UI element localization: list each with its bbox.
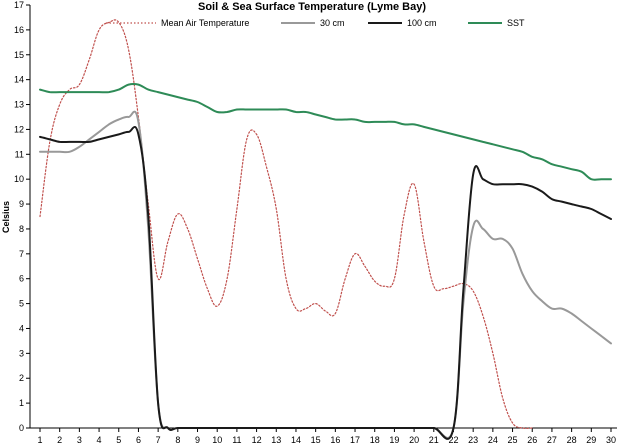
x-tick-label: 6 — [136, 435, 141, 445]
x-tick-label: 3 — [77, 435, 82, 445]
x-tick-label: 16 — [330, 435, 340, 445]
x-tick-label: 15 — [311, 435, 321, 445]
x-tick-label: 19 — [389, 435, 399, 445]
legend-label-1: 30 cm — [320, 18, 345, 28]
y-axis-label: Celsius — [1, 201, 11, 233]
y-tick-label: 2 — [19, 373, 24, 383]
x-tick-label: 5 — [116, 435, 121, 445]
x-tick-label: 10 — [212, 435, 222, 445]
legend-label-2: 100 cm — [407, 18, 437, 28]
series-line-0 — [39, 19, 533, 429]
x-tick-label: 13 — [271, 435, 281, 445]
y-tick-label: 12 — [14, 124, 24, 134]
x-tick-label: 30 — [606, 435, 616, 445]
x-tick-label: 18 — [370, 435, 380, 445]
y-tick-label: 8 — [19, 224, 24, 234]
x-tick-label: 25 — [508, 435, 518, 445]
y-tick-label: 0 — [19, 423, 24, 433]
y-tick-label: 3 — [19, 348, 24, 358]
y-tick-label: 17 — [14, 0, 24, 10]
y-tick-label: 7 — [19, 249, 24, 259]
x-tick-label: 2 — [57, 435, 62, 445]
x-tick-label: 8 — [175, 435, 180, 445]
y-tick-label: 4 — [19, 323, 24, 333]
series-line-3 — [39, 82, 612, 181]
x-tick-label: 23 — [468, 435, 478, 445]
x-tick-label: 21 — [429, 435, 439, 445]
x-tick-label: 7 — [156, 435, 161, 445]
x-axis-ticks: 1 2 3 4 5 6 7 8 9 10 11 12 13 14 15 16 17 18 19 20 21 22 23 24 2… — [37, 428, 616, 445]
y-tick-label: 11 — [15, 149, 24, 159]
y-tick-label: 9 — [19, 199, 24, 209]
x-tick-label: 26 — [527, 435, 537, 445]
x-tick-label: 27 — [547, 435, 557, 445]
y-tick-label: 6 — [19, 274, 24, 284]
y-tick-label: 10 — [14, 174, 24, 184]
x-tick-label: 11 — [232, 435, 241, 445]
y-tick-label: 1 — [19, 398, 24, 408]
series-line-2 — [39, 125, 612, 440]
y-tick-label: 15 — [14, 50, 24, 60]
x-tick-label: 14 — [291, 435, 301, 445]
y-tick-label: 14 — [14, 75, 24, 85]
y-tick-label: 16 — [14, 25, 24, 35]
x-tick-label: 9 — [195, 435, 200, 445]
x-tick-label: 22 — [448, 435, 458, 445]
series-line-1 — [39, 110, 612, 439]
y-tick-label: 13 — [14, 100, 24, 110]
series-group — [39, 19, 612, 440]
x-tick-label: 28 — [567, 435, 577, 445]
chart-title: Soil & Sea Surface Temperature (Lyme Bay… — [198, 1, 426, 13]
legend-label-0: Mean Air Temperature — [161, 18, 249, 28]
x-tick-label: 20 — [409, 435, 419, 445]
legend-label-3: SST — [507, 18, 525, 28]
x-tick-label: 17 — [350, 435, 360, 445]
y-tick-label: 5 — [19, 299, 24, 309]
x-tick-label: 29 — [586, 435, 596, 445]
x-tick-label: 12 — [252, 435, 262, 445]
x-tick-label: 24 — [488, 435, 498, 445]
x-tick-label: 1 — [37, 435, 42, 445]
legend: Mean Air Temperature 30 cm 100 cm SST — [106, 18, 525, 28]
x-tick-label: 4 — [97, 435, 102, 445]
